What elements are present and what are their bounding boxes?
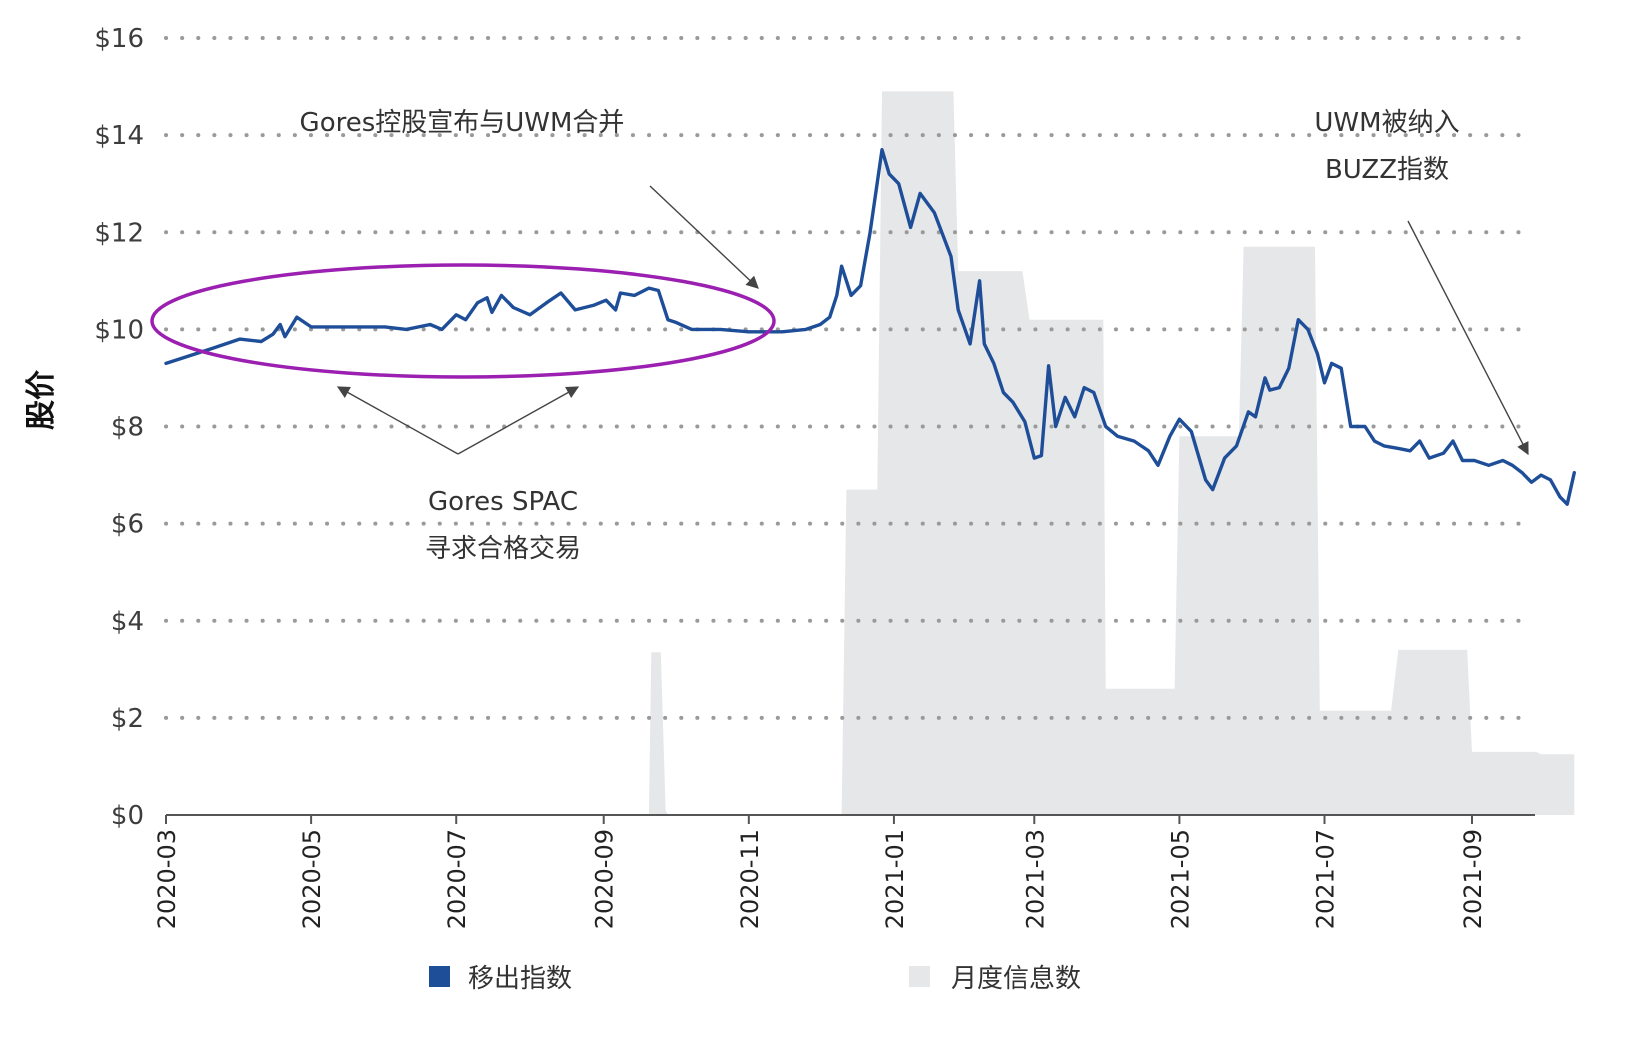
x-tick-label: 2020-03 xyxy=(153,829,181,929)
spac-annotation-line1: Gores SPAC xyxy=(428,487,578,517)
x-tick-label: 2020-09 xyxy=(591,829,619,929)
spac-annotation-line2: 寻求合格交易 xyxy=(425,534,581,564)
y-tick-label: $12 xyxy=(94,218,144,248)
legend-label-price: 移出指数 xyxy=(468,964,572,994)
spac-arrow-right xyxy=(457,386,580,455)
buzz-annotation-line1: UWM被纳入 xyxy=(1314,108,1459,138)
legend: 移出指数 月度信息数 xyxy=(429,964,1081,994)
volume-area xyxy=(166,91,1575,815)
price-line xyxy=(164,148,1576,506)
x-tick-label: 2021-05 xyxy=(1166,829,1194,929)
legend-swatch-volume xyxy=(909,966,930,987)
spac-arrow-left xyxy=(336,386,459,455)
merger-arrow xyxy=(649,185,759,289)
y-tick-label: $6 xyxy=(111,510,144,540)
y-tick-label: $2 xyxy=(111,704,144,734)
x-tick-label: 2021-03 xyxy=(1021,829,1049,929)
y-tick-labels: $0 $2 $4 $6 $8 $10 $12 $14 $16 xyxy=(94,24,144,831)
y-tick-label: $8 xyxy=(111,413,144,443)
x-tick-label: 2020-05 xyxy=(298,829,326,929)
x-tick-marks xyxy=(165,815,1473,824)
x-tick-label: 2021-01 xyxy=(881,829,909,929)
legend-label-volume: 月度信息数 xyxy=(951,964,1081,994)
y-axis-label: 股价 xyxy=(24,370,59,430)
x-tick-label: 2021-09 xyxy=(1459,829,1487,929)
y-tick-label: $4 xyxy=(111,607,144,637)
merger-annotation: Gores控股宣布与UWM合并 xyxy=(300,108,625,138)
buzz-annotation-line2: BUZZ指数 xyxy=(1325,155,1449,185)
x-tick-labels: 2020-03 2020-05 2020-07 2020-09 2020-11 2021-… xyxy=(153,829,1487,929)
y-tick-label: $14 xyxy=(94,121,144,151)
legend-swatch-price xyxy=(429,966,450,987)
spac-period-ellipse xyxy=(150,263,776,379)
x-tick-label: 2020-11 xyxy=(736,829,764,929)
y-tick-label: $0 xyxy=(111,801,144,831)
x-tick-label: 2020-07 xyxy=(443,829,471,929)
y-tick-label: $10 xyxy=(94,315,144,345)
buzz-arrow xyxy=(1407,220,1529,456)
y-tick-label: $16 xyxy=(94,24,144,54)
x-tick-label: 2021-07 xyxy=(1312,829,1340,929)
